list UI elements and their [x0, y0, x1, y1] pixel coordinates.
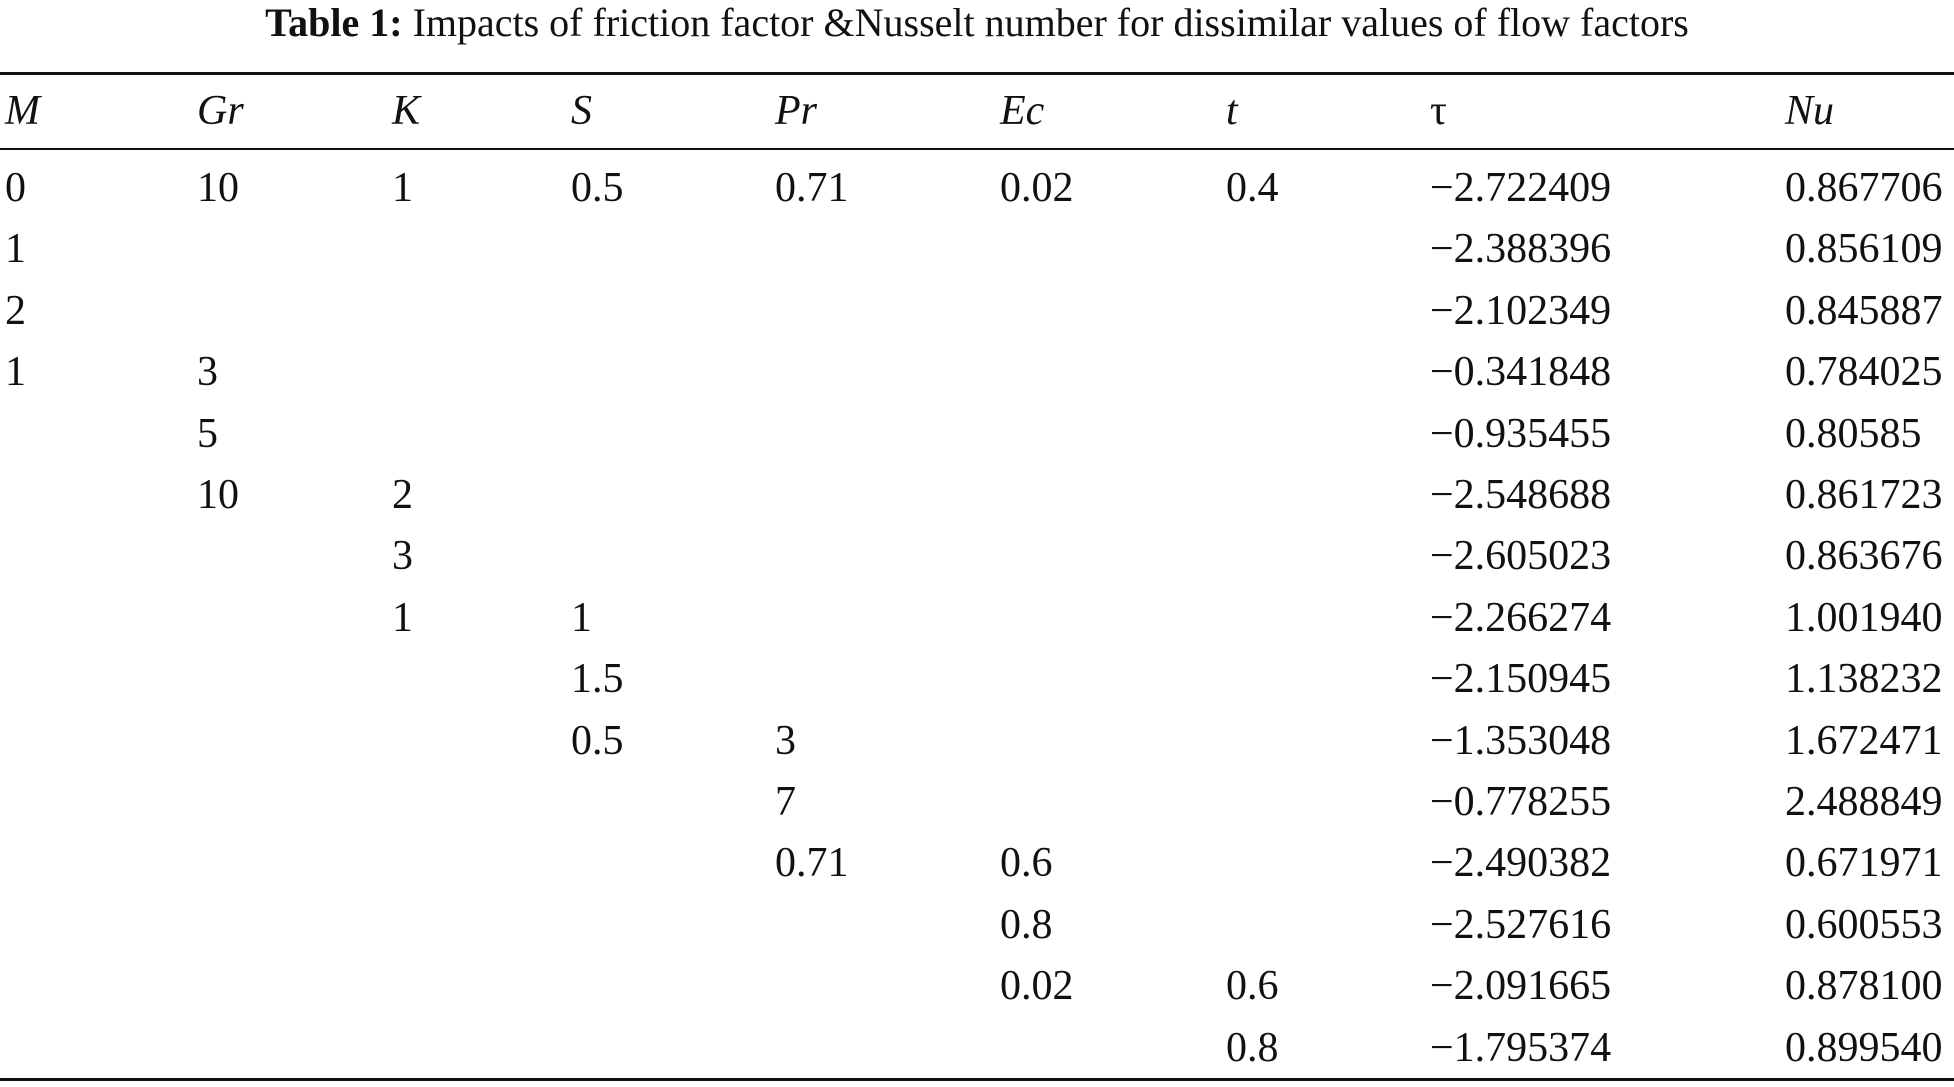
column-header-tau: τ: [1430, 88, 1447, 134]
table-cell-nu: 0.671971: [1785, 840, 1943, 887]
table-cell-nu: 0.856109: [1785, 226, 1943, 273]
table-cell-m: 0: [5, 165, 26, 211]
table-cell-ec: 0.8: [1000, 901, 1053, 948]
table-cell-s: 0.5: [571, 717, 624, 764]
table-caption: Table 1: Impacts of friction factor &Nus…: [0, 0, 1954, 50]
table-cell-pr: 0.71: [775, 165, 849, 211]
table-cell-nu: 0.600553: [1785, 901, 1943, 948]
table-cell-tau: −2.091665: [1430, 963, 1612, 1010]
table-cell-t: 0.6: [1226, 963, 1279, 1010]
table-top-rule: [0, 72, 1954, 75]
column-header-nu: Nu: [1785, 88, 1835, 134]
table-cell-pr: 3: [775, 717, 796, 764]
column-header-gr: Gr: [197, 88, 244, 134]
table-cell-k: 1: [392, 594, 413, 641]
table-cell-m: 2: [5, 287, 26, 334]
table-cell-nu: 0.867706: [1785, 165, 1943, 211]
table-cell-nu: 0.845887: [1785, 287, 1943, 334]
table-cell-nu: 0.784025: [1785, 349, 1943, 396]
column-header-k: K: [392, 88, 421, 134]
table-cell-ec: 0.6: [1000, 840, 1053, 887]
table-cell-m: 1: [5, 226, 26, 273]
table-cell-gr: 10: [197, 472, 239, 518]
table-cell-tau: −2.527616: [1430, 901, 1612, 948]
table-cell-nu: 0.878100: [1785, 963, 1943, 1010]
table-cell-nu: 0.80585: [1785, 410, 1922, 457]
column-header-t: t: [1226, 88, 1238, 134]
table-cell-nu: 1.672471: [1785, 717, 1943, 764]
table-cell-tau: −2.490382: [1430, 840, 1612, 887]
table-cell-k: 2: [392, 472, 413, 518]
table-cell-s: 1.5: [571, 656, 624, 703]
table-cell-gr: 5: [197, 410, 218, 457]
table-cell-nu: 0.899540: [1785, 1024, 1943, 1071]
table-cell-pr: 0.71: [775, 840, 849, 887]
table-cell-tau: −1.353048: [1430, 717, 1612, 764]
table-cell-tau: −2.388396: [1430, 226, 1612, 273]
table-cell-tau: −2.548688: [1430, 472, 1612, 518]
table-cell-tau: −2.605023: [1430, 533, 1612, 580]
table-cell-tau: −2.150945: [1430, 656, 1612, 703]
table-cell-tau: −0.341848: [1430, 349, 1612, 396]
table-cell-gr: 10: [197, 165, 239, 211]
table-cell-gr: 3: [197, 349, 218, 396]
table-cell-pr: 7: [775, 779, 796, 825]
table-cell-nu: 1.138232: [1785, 656, 1943, 703]
table-cell-tau: −2.722409: [1430, 165, 1612, 211]
table-cell-tau: −1.795374: [1430, 1024, 1612, 1071]
table-cell-tau: −2.266274: [1430, 594, 1612, 641]
table-caption-text: Impacts of friction factor &Nusselt numb…: [412, 0, 1689, 45]
table-header-rule: [0, 148, 1954, 150]
table-cell-t: 0.8: [1226, 1024, 1279, 1071]
table-cell-ec: 0.02: [1000, 963, 1074, 1010]
table-cell-nu: 0.863676: [1785, 533, 1943, 580]
table-cell-nu: 1.001940: [1785, 594, 1943, 641]
table-cell-tau: −0.778255: [1430, 779, 1612, 825]
table-cell-k: 3: [392, 533, 413, 580]
table-caption-label: Table 1:: [265, 0, 403, 45]
table-cell-ec: 0.02: [1000, 165, 1074, 211]
table-cell-s: 0.5: [571, 165, 624, 211]
table-cell-s: 1: [571, 594, 592, 641]
table-bottom-rule: [0, 1078, 1954, 1081]
table-cell-t: 0.4: [1226, 165, 1279, 211]
table-cell-nu: 2.488849: [1785, 779, 1943, 825]
column-header-ec: Ec: [1000, 88, 1045, 134]
table-cell-tau: −2.102349: [1430, 287, 1612, 334]
table-cell-k: 1: [392, 165, 413, 211]
table-cell-m: 1: [5, 349, 26, 396]
table-cell-tau: −0.935455: [1430, 410, 1612, 457]
table-cell-nu: 0.861723: [1785, 472, 1943, 518]
column-header-s: S: [571, 88, 592, 134]
column-header-m: M: [5, 88, 40, 134]
column-header-pr: Pr: [775, 88, 817, 134]
